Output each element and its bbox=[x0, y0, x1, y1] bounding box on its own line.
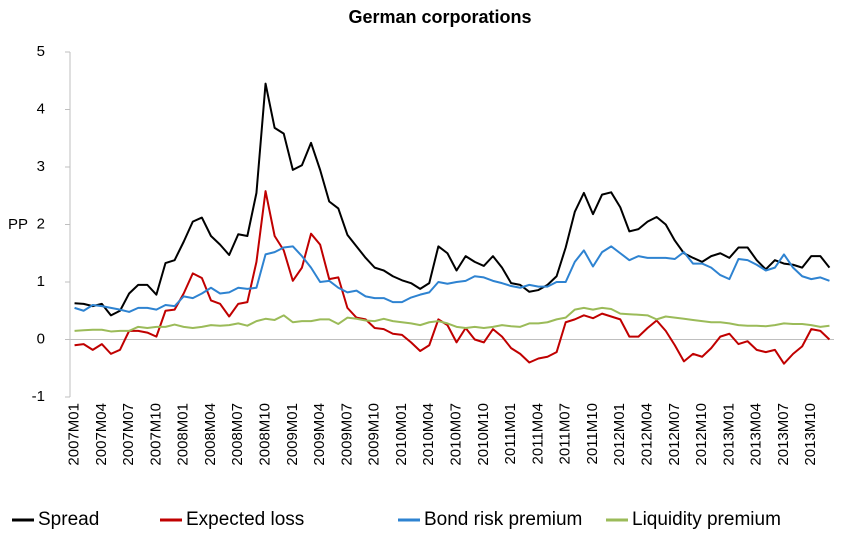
x-tick-label: 2009M04 bbox=[311, 403, 328, 466]
x-tick-label: 2008M10 bbox=[257, 403, 274, 466]
x-tick-label: 2012M04 bbox=[639, 403, 656, 466]
x-tick-label: 2011M07 bbox=[557, 403, 574, 464]
legend-label: Bond risk premium bbox=[424, 509, 582, 530]
x-tick-label: 2012M10 bbox=[693, 403, 710, 466]
x-tick-label: 2010M10 bbox=[475, 403, 492, 466]
x-tick-label: 2008M04 bbox=[202, 403, 219, 466]
x-tick-label: 2013M04 bbox=[748, 403, 765, 466]
x-tick-label: 2007M07 bbox=[120, 403, 137, 466]
x-tick-label: 2007M10 bbox=[147, 403, 164, 466]
series-line bbox=[74, 306, 830, 333]
legend-label: Liquidity premium bbox=[632, 509, 781, 530]
x-tick-label: 2012M07 bbox=[666, 403, 683, 466]
x-tick-label: 2008M07 bbox=[229, 403, 246, 466]
x-tick-label: 2010M07 bbox=[448, 403, 465, 466]
series-line bbox=[74, 245, 830, 313]
series-line bbox=[74, 82, 831, 317]
x-tick-label: 2011M04 bbox=[529, 403, 546, 464]
x-tick-label: 2009M07 bbox=[338, 403, 355, 466]
x-tick-label: 2013M10 bbox=[802, 403, 819, 466]
y-tick-label: 1 bbox=[37, 273, 45, 290]
y-tick-label: 0 bbox=[37, 330, 45, 347]
y-tick-label: 5 bbox=[37, 43, 45, 60]
x-tick-label: 2009M01 bbox=[284, 403, 301, 466]
y-axis-label: PP bbox=[8, 216, 28, 233]
x-tick-label: 2012M01 bbox=[611, 403, 628, 466]
series-line bbox=[74, 190, 831, 365]
x-tick-label: 2009M10 bbox=[366, 403, 383, 466]
x-tick-label: 2010M01 bbox=[393, 403, 410, 466]
chart-title: German corporations bbox=[348, 7, 531, 27]
x-tick-label: 2007M04 bbox=[93, 403, 110, 466]
x-tick-label: 2007M01 bbox=[66, 403, 83, 466]
y-tick-label: -1 bbox=[32, 388, 45, 405]
y-tick-label: 2 bbox=[37, 215, 45, 232]
y-tick-label: 4 bbox=[37, 100, 45, 117]
x-tick-label: 2010M04 bbox=[420, 403, 437, 466]
x-tick-label: 2011M01 bbox=[502, 403, 519, 464]
legend-label: Spread bbox=[38, 509, 99, 530]
x-tick-label: 2008M01 bbox=[175, 403, 192, 466]
legend-label: Expected loss bbox=[186, 509, 304, 530]
y-tick-label: 3 bbox=[37, 158, 45, 175]
x-tick-label: 2011M10 bbox=[584, 403, 601, 464]
x-tick-label: 2013M01 bbox=[720, 403, 737, 466]
x-tick-label: 2013M07 bbox=[775, 403, 792, 466]
